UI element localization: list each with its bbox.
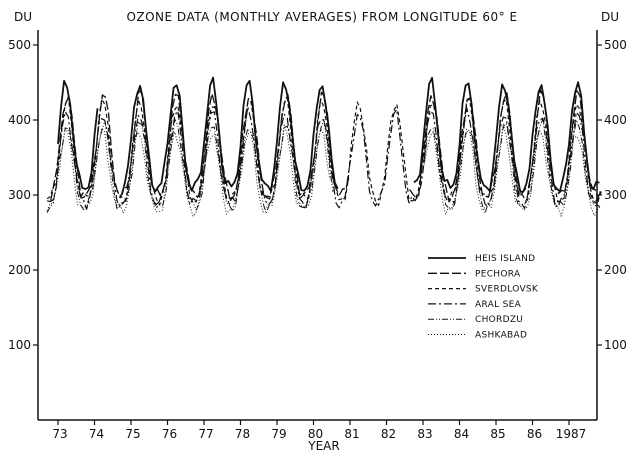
series-line-heis-island	[121, 76, 339, 196]
y-tick-label-left: 200	[8, 263, 31, 277]
series-line-pechora	[50, 90, 350, 202]
y-axis-label-left: DU	[14, 10, 32, 24]
legend-label: CHORDZU	[475, 315, 523, 325]
legend-label: ARAL SEA	[475, 300, 522, 310]
x-tick-label: 76	[162, 427, 177, 441]
y-tick-label-left: 400	[8, 113, 31, 127]
x-tick-label: 74	[89, 427, 104, 441]
x-tick-label: 78	[235, 427, 250, 441]
x-tick-label: 75	[125, 427, 140, 441]
x-tick-label: 80	[308, 427, 323, 441]
x-tick-label: 83	[417, 427, 432, 441]
chart-title: OZONE DATA (MONTHLY AVERAGES) FROM LONGI…	[126, 10, 517, 24]
y-tick-label-left: 300	[8, 188, 31, 202]
series-line-sverdlovsk	[46, 96, 602, 206]
x-tick-label: 85	[490, 427, 505, 441]
x-tick-label: 82	[381, 427, 396, 441]
x-tick-label: 81	[344, 427, 359, 441]
legend-label: HEIS ISLAND	[475, 254, 535, 264]
series-line-pechora	[409, 89, 602, 203]
series-line-chordzu	[46, 118, 334, 214]
legend-label: ASHKABAD	[475, 331, 527, 341]
x-tick-label: 1987	[556, 427, 587, 441]
y-ticks: 100 100 200 200 300 300 400 400 500 500	[8, 38, 627, 352]
series-line-chordzu	[423, 118, 601, 214]
y-tick-label-right: 100	[604, 338, 627, 352]
y-tick-label-right: 400	[604, 113, 627, 127]
legend: HEIS ISLAND PECHORA SVERDLOVSK ARAL SEA CHOR…	[428, 254, 539, 341]
legend-label: SVERDLOVSK	[475, 285, 539, 295]
y-tick-label-right: 500	[604, 38, 627, 52]
x-axis-label: YEAR	[307, 439, 339, 452]
series-line-heis-island	[57, 80, 99, 190]
y-axis-label-right: DU	[601, 10, 619, 24]
series-line-ashkabad	[46, 124, 331, 217]
y-tick-label-left: 500	[8, 38, 31, 52]
x-tick-label: 77	[198, 427, 213, 441]
x-ticks: 73 74 75 76 77 78 79 80 81 82 83 84 85 86 1987	[52, 420, 586, 441]
x-tick-label: 79	[271, 427, 286, 441]
legend-label: PECHORA	[475, 269, 521, 279]
y-tick-label-right: 300	[604, 188, 627, 202]
y-tick-label-right: 200	[604, 263, 627, 277]
y-tick-label-left: 100	[8, 338, 31, 352]
series-lines	[46, 76, 602, 217]
x-tick-label: 86	[527, 427, 542, 441]
x-tick-label: 84	[454, 427, 469, 441]
x-tick-label: 73	[52, 427, 67, 441]
